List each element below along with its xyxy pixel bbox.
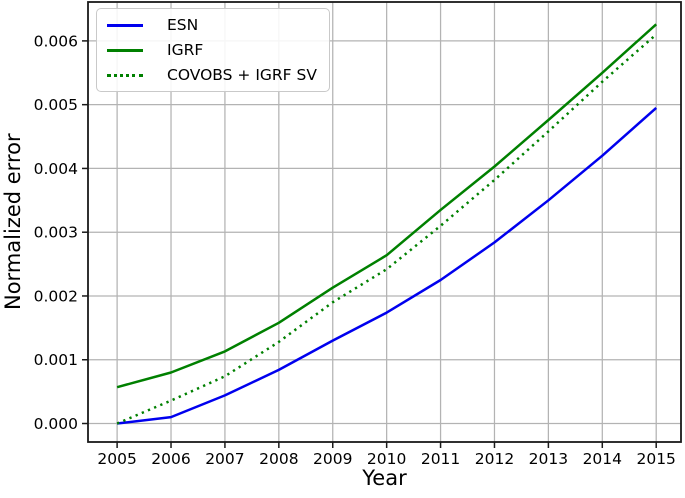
x-tick-label: 2007 bbox=[205, 450, 244, 468]
legend-label-igrf: IGRF bbox=[167, 41, 204, 59]
y-tick-label: 0.000 bbox=[34, 415, 78, 433]
x-tick-label: 2008 bbox=[259, 450, 298, 468]
x-tick-label: 2005 bbox=[97, 450, 136, 468]
axes-layer: 2005 2006 2007 2008 2009 2010 2011 2012 2013 2014… bbox=[34, 1, 682, 468]
x-tick-label: 2009 bbox=[313, 450, 352, 468]
series-layer bbox=[116, 23, 658, 425]
y-tick-label: 0.001 bbox=[34, 351, 78, 369]
x-tick-label: 2012 bbox=[475, 450, 514, 468]
y-tick-label: 0.006 bbox=[34, 32, 78, 50]
legend: ESN IGRF COVOBS + IGRF SV bbox=[96, 8, 330, 92]
x-tick-label: 2013 bbox=[529, 450, 568, 468]
x-tick-label: 2006 bbox=[151, 450, 190, 468]
legend-line-sample-igrf bbox=[107, 48, 143, 52]
series-line-esn bbox=[116, 106, 658, 425]
y-tick-label: 0.005 bbox=[34, 96, 78, 114]
series-line-igrf bbox=[116, 23, 658, 389]
legend-label-covobs: COVOBS + IGRF SV bbox=[167, 66, 317, 84]
legend-item-esn: ESN bbox=[107, 16, 317, 34]
x-tick-label: 2015 bbox=[636, 450, 675, 468]
x-tick-label: 2014 bbox=[583, 450, 622, 468]
y-axis-label: Normalized error bbox=[1, 133, 25, 311]
plot-border bbox=[87, 1, 682, 443]
legend-item-igrf: IGRF bbox=[107, 41, 317, 59]
y-tick-label: 0.003 bbox=[34, 224, 78, 242]
x-tick-label: 2011 bbox=[421, 450, 460, 468]
y-tick-label: 0.004 bbox=[34, 160, 78, 178]
y-tick-label: 0.002 bbox=[34, 287, 78, 305]
x-axis-label: Year bbox=[362, 466, 407, 490]
grid-layer bbox=[88, 2, 681, 442]
legend-line-sample-covobs bbox=[107, 73, 143, 77]
x-tick-label: 2010 bbox=[367, 450, 406, 468]
legend-item-covobs: COVOBS + IGRF SV bbox=[107, 66, 317, 84]
legend-line-sample-esn bbox=[107, 23, 143, 27]
legend-label-esn: ESN bbox=[167, 16, 199, 34]
